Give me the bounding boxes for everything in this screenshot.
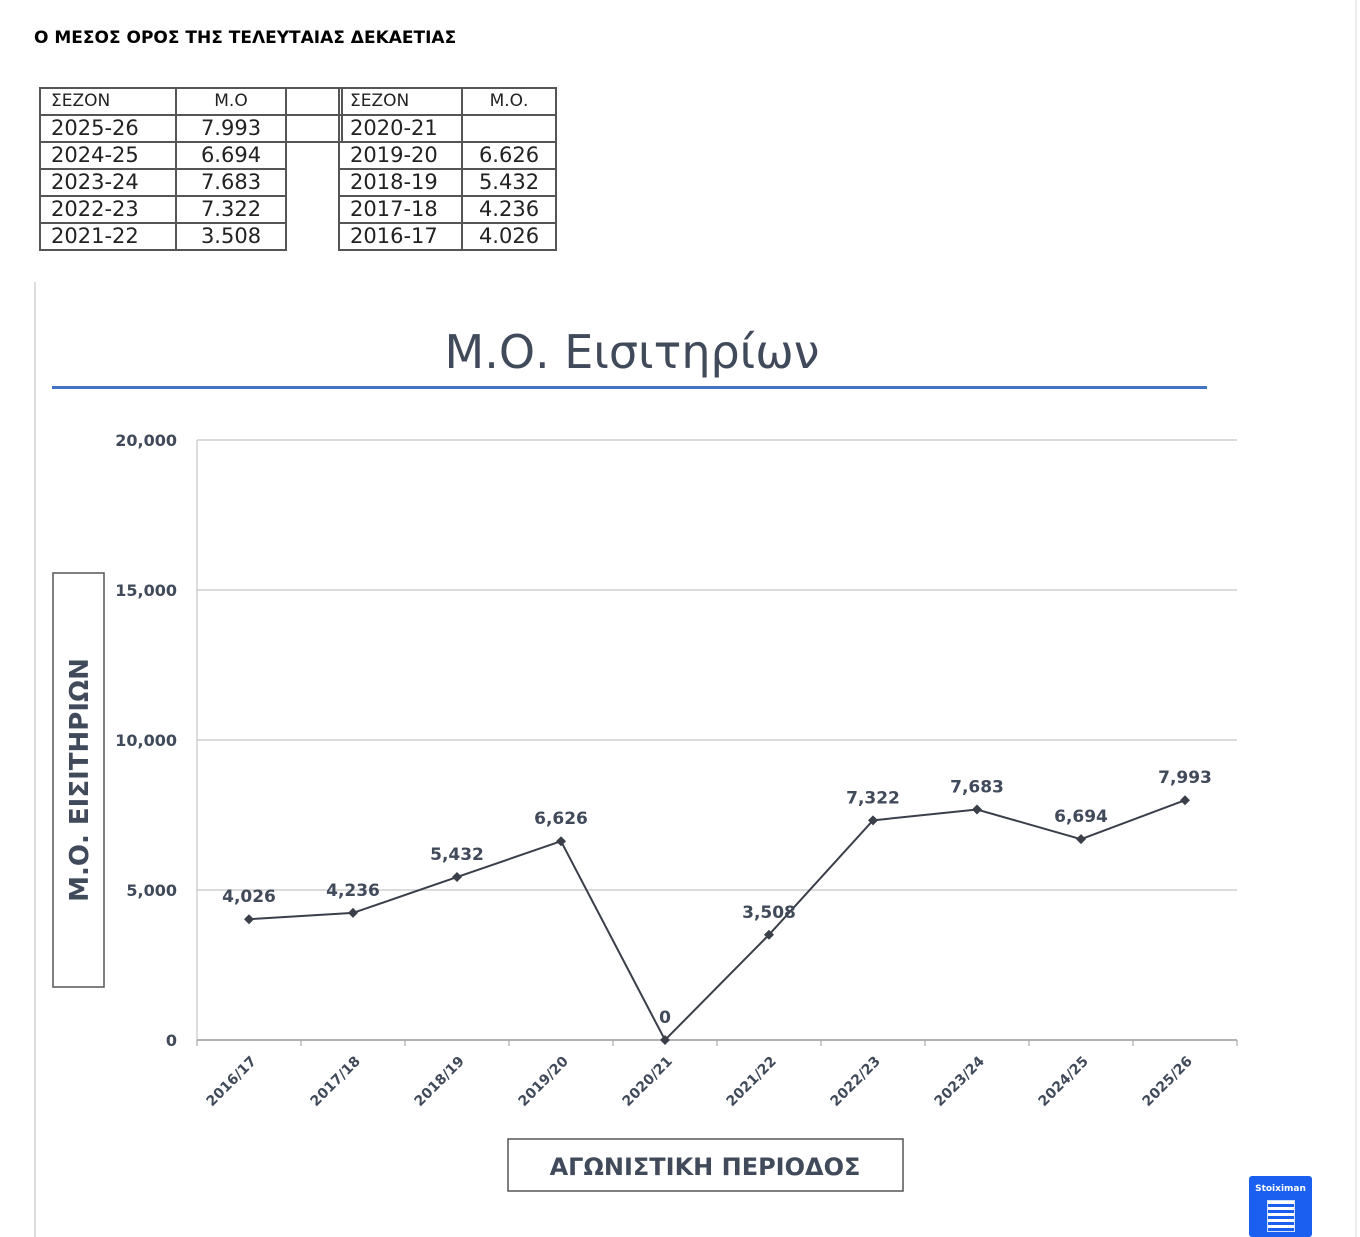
avg-cell: 7.683 [175, 168, 287, 197]
avg-cell: 4.026 [461, 222, 557, 251]
season-cell: 2021-22 [39, 222, 177, 251]
header-avg: Μ.Ο [175, 87, 287, 116]
season-cell: 2024-25 [39, 141, 177, 170]
x-tick-label: 2016/17 [204, 1054, 260, 1110]
table-header-row: ΣΕΖΟΝ Μ.Ο. [338, 87, 557, 116]
stoiximan-logo: Stoiximan [1249, 1176, 1312, 1237]
season-cell: 2019-20 [338, 141, 463, 170]
season-cell: 2016-17 [338, 222, 463, 251]
chart-frame-border [34, 282, 36, 1237]
title-underline [52, 386, 1207, 389]
avg-cell: 6.694 [175, 141, 287, 170]
table-row: 2025-26 7.993 [39, 114, 343, 143]
x-tick-label: 2025/26 [1140, 1054, 1196, 1110]
data-label: 6,626 [534, 809, 588, 829]
table-right: ΣΕΖΟΝ Μ.Ο. 2020-21 2019-20 6.626 2018-19 5.… [338, 87, 557, 251]
table-row: 2017-18 4.236 [338, 195, 557, 224]
page-heading: Ο ΜΕΣΟΣ ΟΡΟΣ ΤΗΣ ΤΕΛΕΥΤΑΙΑΣ ΔΕΚΑΕΤΙΑΣ [34, 28, 457, 48]
x-axis-title-box [507, 1138, 904, 1192]
series-line [248, 799, 1186, 1042]
chart-title: Μ.Ο. Εισιτηρίων [445, 325, 820, 379]
season-cell: 2017-18 [338, 195, 463, 224]
data-label: 0 [659, 1008, 671, 1028]
empty-cell [285, 87, 343, 116]
table-row: 2019-20 6.626 [338, 141, 557, 170]
data-point [764, 929, 774, 940]
avg-cell: 7.993 [175, 114, 287, 143]
season-cell: 2020-21 [338, 114, 463, 143]
table-row: 2023-24 7.683 [39, 168, 342, 197]
table-header-row: ΣΕΖΟΝ Μ.Ο [39, 87, 343, 116]
data-label: 4,236 [326, 881, 380, 901]
empty-cell [285, 114, 343, 143]
avg-cell: 6.626 [461, 141, 557, 170]
data-point [972, 804, 982, 815]
x-tick-label: 2022/23 [828, 1054, 884, 1110]
avg-cell: 5.432 [461, 168, 557, 197]
y-axis-title-box [52, 572, 105, 988]
header-season: ΣΕΖΟΝ [39, 87, 177, 116]
data-point [868, 815, 878, 826]
page-edge [1355, 0, 1357, 1237]
header-avg: Μ.Ο. [461, 87, 557, 116]
x-axis-title: ΑΓΩΝΙΣΤΙΚΗ ΠΕΡΙΟΔΟΣ [550, 1153, 861, 1181]
table-row: 2016-17 4.026 [338, 222, 557, 251]
data-label: 7,993 [1158, 768, 1212, 788]
data-label: 5,432 [430, 845, 484, 865]
y-tick-label: 0 [166, 1031, 177, 1050]
y-tick-label: 15,000 [115, 581, 177, 600]
x-tick-label: 2023/24 [932, 1053, 988, 1109]
table-row: 2021-22 3.508 [39, 222, 342, 251]
avg-cell: 3.508 [175, 222, 287, 251]
data-point [1076, 834, 1086, 845]
table-left: ΣΕΖΟΝ Μ.Ο 2025-26 7.993 2024-25 6.694 2023-… [39, 87, 343, 251]
data-point [660, 1035, 670, 1045]
table-row: 2020-21 [338, 114, 557, 143]
avg-cell [461, 114, 557, 143]
avg-cell: 4.236 [461, 195, 557, 224]
season-cell: 2023-24 [39, 168, 177, 197]
x-tick-label: 2017/18 [308, 1054, 364, 1110]
table-row: 2024-25 6.694 [39, 141, 342, 170]
data-label: 3,508 [742, 903, 796, 923]
y-tick-label: 10,000 [115, 731, 177, 750]
data-point [1180, 795, 1190, 806]
data-point [556, 836, 566, 847]
x-tick-label: 2019/20 [516, 1053, 572, 1109]
y-tick-label: 20,000 [115, 431, 177, 450]
data-label: 4,026 [222, 887, 276, 907]
y-tick-label: 5,000 [126, 881, 177, 900]
x-tick-label: 2024/25 [1036, 1054, 1092, 1110]
x-tick-label: 2018/19 [412, 1054, 468, 1110]
x-tick-label: 2021/22 [724, 1054, 780, 1110]
data-point [244, 914, 254, 925]
data-point [348, 907, 358, 918]
season-cell: 2018-19 [338, 168, 463, 197]
y-axis-title: Μ.Ο. ΕΙΣΙΤΗΡΙΩΝ [65, 658, 95, 902]
table-row: 2018-19 5.432 [338, 168, 557, 197]
data-label: 6,694 [1054, 807, 1108, 827]
season-cell: 2025-26 [39, 114, 177, 143]
x-tick-label: 2020/21 [620, 1054, 676, 1110]
header-season: ΣΕΖΟΝ [338, 87, 463, 116]
data-label: 7,683 [950, 778, 1004, 798]
table-row: 2022-23 7.322 [39, 195, 342, 224]
data-label: 7,322 [846, 788, 900, 808]
season-cell: 2022-23 [39, 195, 177, 224]
avg-cell: 7.322 [175, 195, 287, 224]
data-point [452, 872, 462, 883]
